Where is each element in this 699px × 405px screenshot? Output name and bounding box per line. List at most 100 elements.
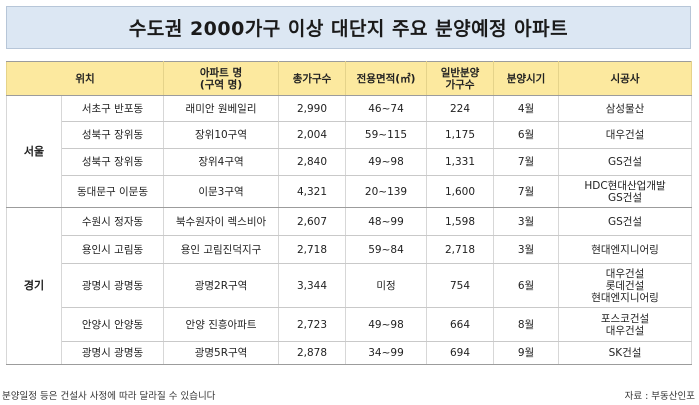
cell-location: 서초구 반포동 (60, 95, 165, 122)
cell-builder: 대우건설 (558, 121, 693, 149)
table-row: 안양시 안양동 안양 진흥아파트 2,723 49~98 664 8월 포스코건… (7, 307, 693, 342)
cell-period: 3월 (493, 207, 560, 236)
cell-builder: 삼성물산 (558, 95, 693, 122)
cell-builder: 대우건설 롯데건설 현대엔지니어링 (558, 263, 693, 308)
cell-apt: 이문3구역 (163, 175, 280, 208)
cell-total: 4,321 (278, 175, 347, 208)
footer: 분양일정 등은 건설사 사정에 따라 달라질 수 있습니다 자료 : 부동산인포 (0, 386, 699, 402)
builder-name: 대우건설 (605, 324, 645, 337)
header-general-sale-line1: 일반분양 (440, 66, 480, 79)
cell-general: 1,331 (426, 148, 495, 176)
cell-apt: 장위4구역 (163, 148, 280, 176)
cell-builder: 현대엔지니어링 (558, 235, 693, 264)
cell-apt: 래미안 원베일리 (163, 95, 280, 122)
builder-name: 포스코건설 (600, 312, 650, 325)
cell-area: 49~98 (345, 148, 428, 176)
header-general-sale: 일반분양 가구수 (426, 61, 495, 96)
cell-period: 6월 (493, 263, 560, 308)
header-area: 전용면적(㎡) (345, 61, 428, 96)
table-row: 광명시 광명동 광명2R구역 3,344 미정 754 6월 대우건설 롯데건설… (7, 263, 693, 308)
table-row: 성북구 장위동 장위10구역 2,004 59~115 1,175 6월 대우건… (7, 121, 693, 149)
table-row: 성북구 장위동 장위4구역 2,840 49~98 1,331 7월 GS건설 (7, 148, 693, 176)
builder-name: GS건설 (607, 156, 643, 168)
cell-apt: 장위10구역 (163, 121, 280, 149)
cell-builder: 포스코건설 대우건설 (558, 307, 693, 342)
footer-note: 분양일정 등은 건설사 사정에 따라 달라질 수 있습니다 (2, 391, 216, 402)
footer-source: 자료 : 부동산인포 (624, 391, 695, 402)
header-general-sale-line2: 가구수 (445, 78, 475, 91)
header-apt-name-line2: (구역 명) (199, 78, 243, 91)
cell-apt: 광명2R구역 (163, 263, 280, 308)
table-row: 경기 수원시 정자동 북수원자이 렉스비아 2,607 48~99 1,598 … (6, 207, 693, 365)
cell-location: 동대문구 이문동 (60, 175, 165, 208)
region-seoul: 서울 (6, 95, 62, 208)
header-builder: 시공사 (558, 61, 693, 96)
cell-area: 59~115 (345, 121, 428, 149)
header-row: 위치 아파트 명 (구역 명) 총가구수 전용면적(㎡) 일반분양 가구수 분양… (5, 61, 693, 96)
cell-period: 7월 (493, 175, 560, 208)
table-row: 서울 서초구 반포동 래미안 원베일리 2,990 46~74 224 4월 삼… (6, 95, 693, 208)
apartment-table: 위치 아파트 명 (구역 명) 총가구수 전용면적(㎡) 일반분양 가구수 분양… (5, 61, 693, 365)
cell-location: 성북구 장위동 (60, 148, 165, 176)
header-total-units: 총가구수 (278, 61, 347, 96)
cell-total: 2,607 (278, 207, 347, 236)
builder-name: 대우건설 (605, 129, 645, 141)
cell-builder: HDC현대산업개발 GS건설 (558, 175, 693, 208)
cell-apt: 북수원자이 렉스비아 (163, 207, 280, 236)
cell-apt: 용인 고림진덕지구 (163, 235, 280, 264)
cell-total: 2,878 (278, 341, 347, 365)
cell-general: 1,600 (426, 175, 495, 208)
cell-total: 2,723 (278, 307, 347, 342)
cell-total: 3,344 (278, 263, 347, 308)
builder-name: 삼성물산 (605, 102, 645, 115)
builder-name: GS건설 (607, 191, 643, 204)
header-sale-period: 분양시기 (493, 61, 560, 96)
builder-name: 대우건설 (605, 267, 645, 280)
cell-area: 20~139 (345, 175, 428, 208)
cell-location: 광명시 광명동 (60, 341, 165, 365)
cell-general: 1,175 (426, 121, 495, 149)
cell-location: 광명시 광명동 (60, 263, 165, 308)
cell-builder: GS건설 (558, 148, 693, 176)
cell-area: 59~84 (345, 235, 428, 264)
cell-apt: 안양 진흥아파트 (163, 307, 280, 342)
builder-name: 롯데건설 (605, 279, 645, 292)
cell-period: 3월 (493, 235, 560, 264)
cell-general: 664 (426, 307, 495, 342)
table-row: 용인시 고림동 용인 고림진덕지구 2,718 59~84 2,718 3월 현… (7, 235, 693, 264)
table-row: 광명시 광명동 광명5R구역 2,878 34~99 694 9월 SK건설 (7, 341, 693, 365)
builder-name: GS건설 (607, 215, 643, 228)
table-row: 동대문구 이문동 이문3구역 4,321 20~139 1,600 7월 HDC… (7, 175, 693, 208)
cell-period: 4월 (493, 95, 560, 122)
cell-builder: SK건설 (558, 341, 693, 365)
cell-total: 2,004 (278, 121, 347, 149)
cell-total: 2,990 (278, 95, 347, 122)
cell-location: 성북구 장위동 (60, 121, 165, 149)
header-apt-name: 아파트 명 (구역 명) (163, 61, 280, 96)
builder-name: SK건설 (608, 347, 642, 359)
cell-location: 용인시 고림동 (60, 235, 165, 264)
cell-apt: 광명5R구역 (163, 341, 280, 365)
cell-location: 수원시 정자동 (60, 207, 165, 236)
region-gyeonggi: 경기 (6, 207, 62, 365)
cell-period: 6월 (493, 121, 560, 149)
builder-name: 현대엔지니어링 (591, 243, 659, 256)
cell-period: 8월 (493, 307, 560, 342)
cell-period: 9월 (493, 341, 560, 365)
cell-total: 2,840 (278, 148, 347, 176)
header-apt-name-line1: 아파트 명 (199, 66, 243, 79)
cell-area: 49~98 (345, 307, 428, 342)
cell-general: 2,718 (426, 235, 495, 264)
cell-area: 48~99 (345, 207, 428, 236)
cell-general: 754 (426, 263, 495, 308)
cell-area: 34~99 (345, 341, 428, 365)
table-title: 수도권 2000가구 이상 대단지 주요 분양예정 아파트 (6, 6, 691, 49)
cell-location: 안양시 안양동 (60, 307, 165, 342)
header-location: 위치 (5, 61, 165, 96)
cell-period: 7월 (493, 148, 560, 176)
cell-area: 미정 (345, 263, 428, 308)
builder-name: 현대엔지니어링 (591, 291, 659, 304)
cell-general: 694 (426, 341, 495, 365)
cell-general: 1,598 (426, 207, 495, 236)
cell-builder: GS건설 (558, 207, 693, 236)
